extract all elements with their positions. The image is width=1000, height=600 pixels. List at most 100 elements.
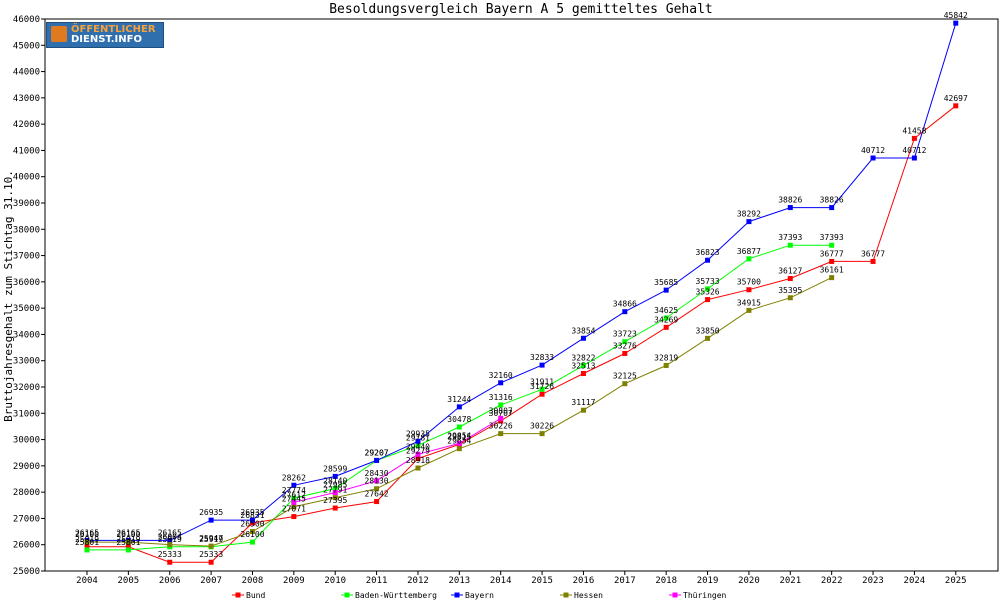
data-labels: 25919 25919 25333 25333 26831 27071 27395 27642… [75, 11, 968, 559]
data-label: 38292 [737, 210, 761, 219]
data-label: 36161 [820, 266, 844, 275]
data-point [498, 431, 504, 437]
data-label: 35326 [696, 288, 720, 297]
data-point [829, 275, 835, 281]
y-tick-label: 40000 [13, 173, 40, 183]
y-tick-label: 43000 [13, 94, 40, 104]
data-point [374, 478, 380, 484]
x-tick-label: 2009 [283, 576, 305, 586]
data-point [787, 205, 793, 211]
x-tick-label: 2004 [76, 576, 98, 586]
x-tick-label: 2023 [862, 576, 884, 586]
series-Hessen [84, 275, 835, 549]
x-tick-label: 2007 [200, 576, 222, 586]
y-tick-label: 32000 [13, 383, 40, 393]
data-point [249, 529, 255, 535]
y-tick-label: 25000 [13, 567, 40, 577]
data-label: 25919 [75, 535, 99, 544]
data-point [911, 155, 917, 161]
data-point [539, 386, 545, 392]
data-label: 30226 [530, 422, 554, 431]
logo-icon [51, 26, 67, 42]
series-Bayern [84, 20, 959, 543]
data-point [622, 339, 628, 345]
data-point [746, 307, 752, 313]
data-label: 32513 [571, 362, 595, 371]
data-point [911, 135, 917, 141]
data-label: 27071 [282, 505, 306, 514]
series-line [87, 23, 957, 541]
data-point [415, 451, 421, 457]
y-tick-label: 45000 [13, 41, 40, 51]
legend-marker [672, 592, 678, 598]
data-label: 33850 [696, 326, 720, 335]
data-point [539, 362, 545, 368]
y-tick-label: 31000 [13, 409, 40, 419]
data-label: 31244 [447, 395, 471, 404]
data-label: 40712 [861, 146, 885, 155]
data-point [787, 295, 793, 301]
data-label: 25919 [199, 535, 223, 544]
data-point [829, 205, 835, 211]
y-tick-label: 42000 [13, 120, 40, 130]
data-label: 28130 [365, 477, 389, 486]
data-point [953, 103, 959, 109]
y-tick-label: 39000 [13, 199, 40, 209]
data-label: 32125 [613, 372, 637, 381]
data-label: 29207 [365, 448, 389, 457]
data-point [332, 473, 338, 479]
data-label: 36777 [820, 249, 844, 258]
data-point [663, 362, 669, 368]
data-point [415, 442, 421, 448]
x-tick-label: 2024 [904, 576, 926, 586]
data-point [498, 415, 504, 421]
data-label: 40712 [902, 146, 926, 155]
data-label: 41458 [902, 126, 926, 135]
data-label: 29815 [447, 432, 471, 441]
data-point [580, 362, 586, 368]
data-label: 25919 [158, 535, 182, 544]
data-point [415, 438, 421, 444]
data-label: 38826 [778, 196, 802, 205]
series-Thüringen [291, 415, 504, 505]
y-tick-label: 35000 [13, 304, 40, 314]
data-label: 36777 [861, 249, 885, 258]
data-label: 34625 [654, 306, 678, 315]
data-label: 35700 [737, 278, 761, 287]
data-point [167, 537, 173, 543]
y-tick-label: 29000 [13, 462, 40, 472]
y-tick-label: 28000 [13, 488, 40, 498]
data-point [787, 276, 793, 282]
data-point [580, 407, 586, 413]
x-tick-label: 2016 [573, 576, 595, 586]
y-tick-label: 33000 [13, 357, 40, 367]
data-label: 25333 [199, 550, 223, 559]
y-axis-label: Bruttojahresgehalt zum Stichtag 31.10. [2, 170, 15, 422]
legend: Bund Baden-Württemberg Bayern Hessen Thüring… [232, 591, 727, 600]
data-label: 35685 [654, 278, 678, 287]
x-tick-label: 2020 [738, 576, 760, 586]
series-Bund [84, 103, 959, 565]
x-tick-label: 2013 [448, 576, 470, 586]
x-tick-label: 2015 [531, 576, 553, 586]
data-point [125, 539, 131, 545]
data-point [291, 504, 297, 510]
data-label: 26165 [75, 528, 99, 537]
data-label: 26165 [158, 528, 182, 537]
data-point [746, 256, 752, 262]
data-label: 36823 [696, 248, 720, 257]
data-label: 28599 [323, 464, 347, 473]
x-tick-label: 2019 [697, 576, 719, 586]
data-point [580, 335, 586, 341]
data-label: 29654 [447, 437, 471, 446]
data-point [84, 547, 90, 553]
chart-title: Besoldungsvergleich Bayern A 5 gemittelt… [329, 2, 713, 17]
data-label: 31117 [571, 398, 595, 407]
data-label: 31911 [530, 377, 554, 386]
data-label: 29854 [447, 431, 471, 440]
series-layer [84, 20, 959, 565]
x-tick-label: 2022 [821, 576, 843, 586]
x-tick-label: 2012 [407, 576, 429, 586]
data-label: 45842 [944, 11, 968, 20]
